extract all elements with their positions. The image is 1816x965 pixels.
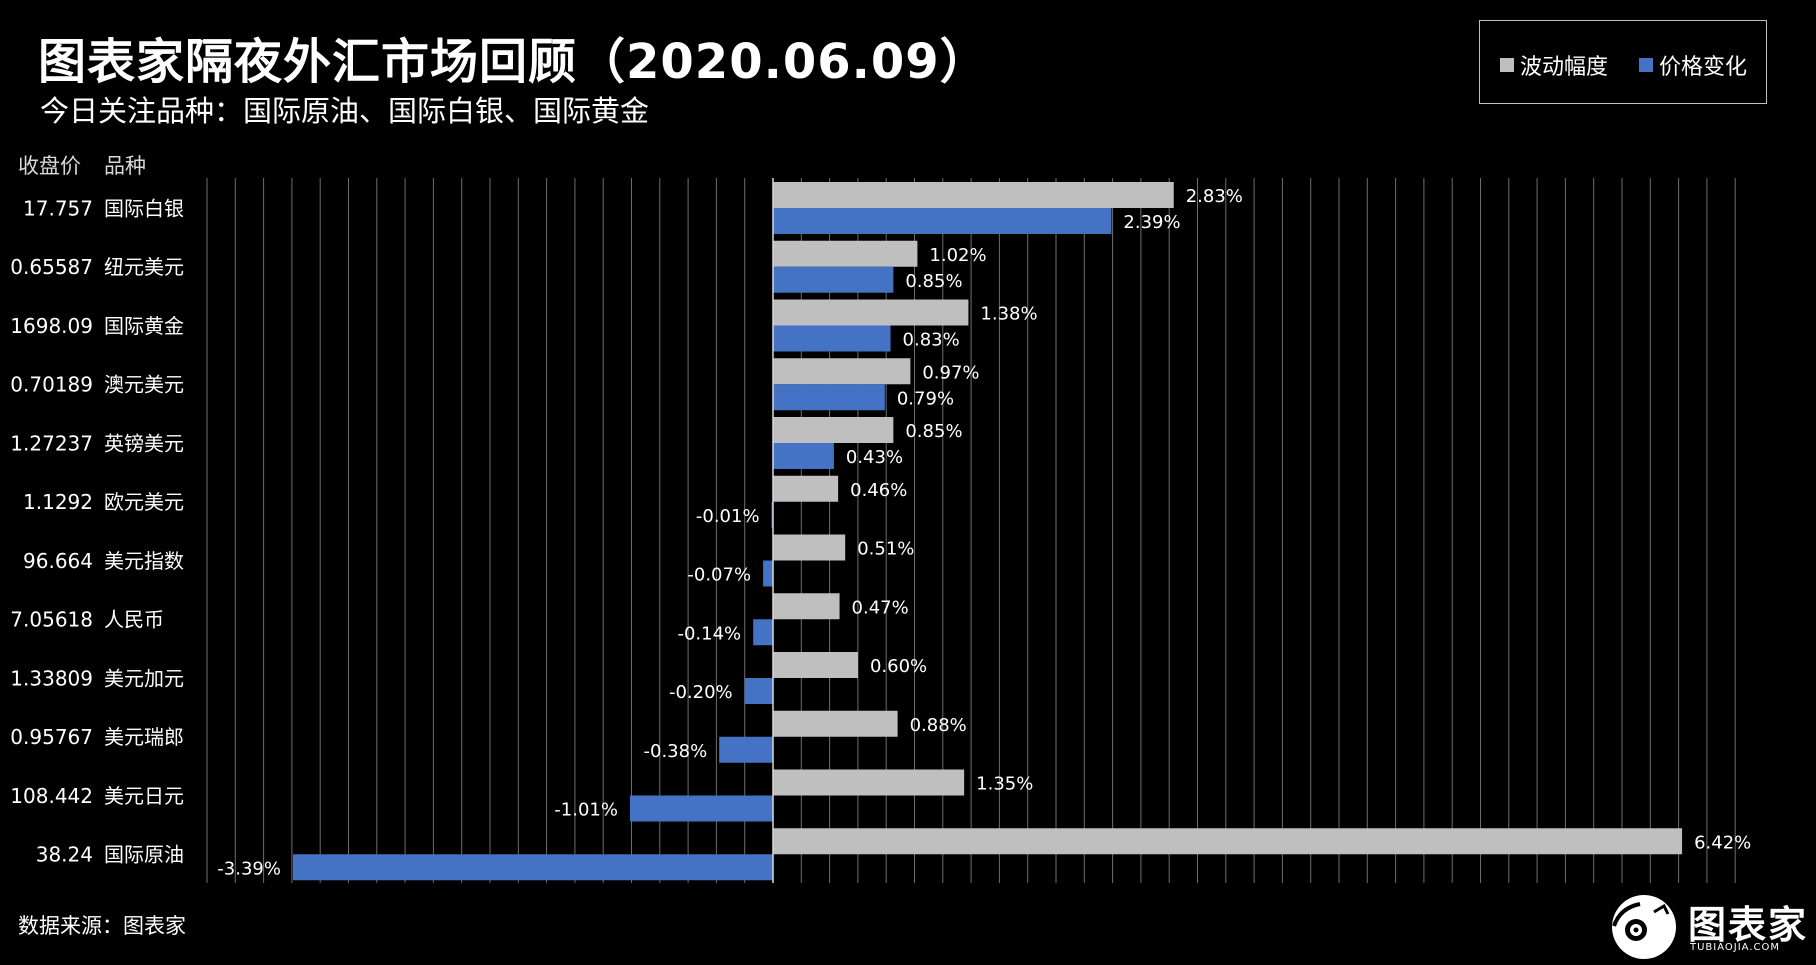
- data-label-price-change: -0.20%: [669, 682, 733, 703]
- bar-volatility: [773, 358, 911, 385]
- legend-label-volatility: 波动幅度: [1520, 55, 1609, 80]
- bar-volatility: [773, 652, 858, 678]
- closing-price-label: 108.442: [10, 784, 93, 808]
- bar-volatility: [773, 475, 839, 502]
- category-label: 国际白银: [104, 196, 184, 220]
- category-label: 英镑美元: [104, 431, 184, 455]
- legend-label-price-change: 价格变化: [1659, 55, 1748, 80]
- bar-price-change: [719, 736, 773, 763]
- data-label-price-change: -0.38%: [644, 741, 708, 762]
- category-label: 美元指数: [104, 549, 184, 573]
- closing-price-label: 0.65587: [10, 255, 93, 279]
- chart-subtitle: 今日关注品种：国际原油、国际白银、国际黄金: [40, 94, 650, 128]
- data-label-volatility: 2.83%: [1186, 186, 1243, 207]
- closing-price-label: 1698.09: [10, 314, 93, 338]
- data-label-volatility: 0.85%: [905, 421, 962, 442]
- category-label: 人民币: [104, 608, 164, 632]
- category-label: 纽元美元: [104, 255, 184, 279]
- data-label-volatility: 1.35%: [976, 774, 1033, 795]
- category-label: 国际原油: [104, 843, 184, 867]
- data-label-price-change: 0.43%: [846, 447, 903, 468]
- category-label: 美元加元: [104, 666, 184, 690]
- legend-swatch-volatility: [1500, 58, 1514, 72]
- brand-logo: 图表家 TUBIAOJIA.COM: [1606, 892, 1816, 962]
- data-label-price-change: -0.14%: [677, 623, 741, 644]
- category-label: 欧元美元: [104, 490, 184, 514]
- data-label-volatility: 0.88%: [910, 715, 967, 736]
- bar-price-change: [292, 854, 773, 881]
- data-label-price-change: 0.79%: [897, 388, 954, 409]
- legend-item-price-change: 价格变化: [1639, 49, 1747, 81]
- logo-head-icon: [1612, 895, 1676, 959]
- bar-volatility: [773, 593, 840, 620]
- data-label-price-change: -0.01%: [696, 506, 760, 527]
- bar-price-change: [753, 619, 773, 646]
- bar-volatility: [773, 828, 1683, 855]
- data-label-price-change: 2.39%: [1123, 212, 1180, 233]
- bar-volatility: [773, 769, 965, 796]
- bar-volatility: [773, 534, 846, 561]
- closing-price-label: 1.1292: [23, 490, 93, 514]
- column-header-close: 收盘价: [18, 154, 81, 178]
- category-label: 美元瑞郎: [104, 725, 184, 749]
- bar-volatility: [773, 710, 898, 737]
- bar-volatility: [773, 417, 894, 443]
- column-header-name: 品种: [104, 154, 146, 178]
- bar-price-change: [773, 208, 1112, 234]
- bar-price-change: [744, 678, 773, 704]
- category-label: 国际黄金: [104, 314, 184, 338]
- bar-price-change: [763, 560, 773, 587]
- logo-subtext: TUBIAOJIA.COM: [1690, 942, 1780, 953]
- logo-text: 图表家: [1688, 903, 1809, 947]
- closing-price-label: 7.05618: [10, 608, 93, 632]
- bar-volatility: [773, 240, 918, 267]
- data-label-price-change: -0.07%: [687, 565, 751, 586]
- category-label: 澳元美元: [104, 373, 184, 397]
- legend-item-volatility: 波动幅度: [1500, 49, 1608, 81]
- data-label-price-change: 0.83%: [903, 330, 960, 351]
- data-label-volatility: 0.47%: [852, 597, 909, 618]
- legend: 波动幅度 价格变化: [1479, 20, 1767, 104]
- bar-volatility: [773, 182, 1174, 208]
- closing-price-label: 17.757: [23, 196, 93, 220]
- data-label-volatility: 6.42%: [1694, 832, 1751, 853]
- data-label-volatility: 0.46%: [850, 480, 907, 501]
- data-label-price-change: -3.39%: [217, 858, 281, 879]
- bar-price-change: [773, 266, 894, 293]
- closing-price-label: 0.95767: [10, 725, 93, 749]
- data-label-volatility: 0.51%: [857, 539, 914, 560]
- legend-swatch-price-change: [1639, 58, 1653, 72]
- closing-price-label: 0.70189: [10, 373, 93, 397]
- bar-price-change: [773, 443, 834, 469]
- data-label-price-change: 0.85%: [905, 271, 962, 292]
- bar-price-change: [629, 795, 773, 822]
- closing-price-label: 38.24: [36, 843, 93, 867]
- category-label: 美元日元: [104, 784, 184, 808]
- bar-volatility: [773, 299, 969, 326]
- bar-price-change: [773, 325, 891, 352]
- closing-price-label: 1.33809: [10, 666, 93, 690]
- data-label-volatility: 0.60%: [870, 656, 927, 677]
- data-label-volatility: 1.02%: [929, 245, 986, 266]
- data-source: 数据来源：图表家: [18, 914, 186, 938]
- closing-price-label: 1.27237: [10, 431, 93, 455]
- data-label-volatility: 0.97%: [922, 362, 979, 383]
- data-label-volatility: 1.38%: [980, 304, 1037, 325]
- chart-title: 图表家隔夜外汇市场回顾（2020.06.09）: [38, 34, 989, 90]
- bar-price-change: [773, 384, 885, 411]
- closing-price-label: 96.664: [23, 549, 93, 573]
- data-label-price-change: -1.01%: [554, 800, 618, 821]
